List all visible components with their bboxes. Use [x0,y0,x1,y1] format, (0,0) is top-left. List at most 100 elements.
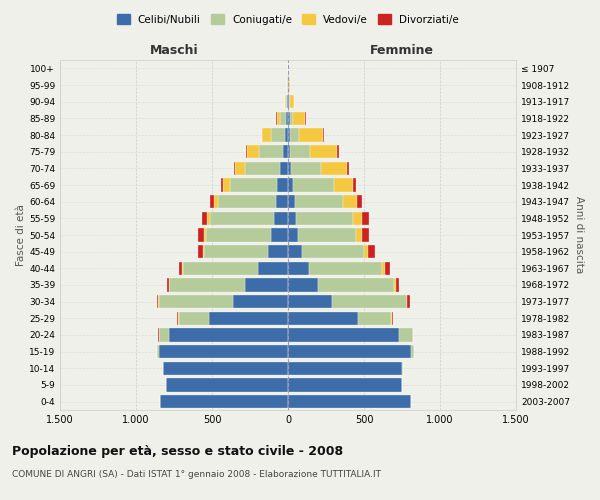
Bar [277,178,288,192]
Bar [233,295,288,308]
Bar [159,328,169,342]
Bar [362,212,368,225]
Y-axis label: Anni di nascita: Anni di nascita [574,196,584,274]
Legend: Celibi/Nubili, Coniugati/e, Vedovi/e, Divorziati/e: Celibi/Nubili, Coniugati/e, Vedovi/e, Di… [113,10,463,29]
Bar [288,128,290,141]
Bar [166,378,288,392]
Bar [356,228,362,241]
Bar [392,312,393,325]
Bar [230,178,277,192]
Bar [385,262,390,275]
Bar [288,162,291,175]
Bar [288,145,290,158]
Bar [288,178,293,192]
Bar [353,178,356,192]
Y-axis label: Fasce di età: Fasce di età [16,204,26,266]
Bar [402,362,403,375]
Text: Popolazione per età, sesso e stato civile - 2008: Popolazione per età, sesso e stato civil… [12,445,343,458]
Bar [288,195,295,208]
Bar [206,228,271,241]
Bar [233,162,235,175]
Bar [290,145,310,158]
Bar [203,228,206,241]
Bar [159,345,288,358]
Bar [167,278,169,291]
Bar [289,78,290,92]
Bar [290,128,299,141]
Bar [337,145,338,158]
Bar [296,212,353,225]
Bar [271,228,288,241]
Bar [290,95,294,108]
Bar [302,245,364,258]
Bar [290,112,293,125]
Bar [310,145,337,158]
Bar [214,195,218,208]
Bar [288,95,289,108]
Bar [295,195,343,208]
Bar [235,162,245,175]
Bar [245,162,280,175]
Bar [160,395,288,408]
Text: Femmine: Femmine [370,44,434,57]
Bar [276,195,288,208]
Bar [364,245,368,258]
Bar [298,228,356,241]
Bar [368,245,374,258]
Bar [289,95,290,108]
Bar [332,295,407,308]
Bar [293,112,305,125]
Bar [210,195,214,208]
Bar [280,112,286,125]
Bar [357,195,362,208]
Bar [288,112,290,125]
Bar [343,195,357,208]
Bar [309,262,382,275]
Bar [209,312,288,325]
Bar [257,262,288,275]
Bar [394,278,395,291]
Bar [334,178,353,192]
Bar [183,262,257,275]
Bar [205,245,268,258]
Bar [218,195,276,208]
Bar [211,212,274,225]
Bar [299,128,323,141]
Bar [382,262,385,275]
Bar [182,262,183,275]
Bar [291,162,322,175]
Bar [288,228,298,241]
Bar [199,228,203,241]
Bar [287,95,288,108]
Bar [358,312,391,325]
Bar [223,178,230,192]
Bar [179,312,209,325]
Bar [283,145,288,158]
Bar [288,328,399,342]
Bar [288,345,411,358]
Bar [221,178,223,192]
Bar [259,145,283,158]
Bar [322,162,347,175]
Bar [262,128,271,141]
Bar [179,262,182,275]
Bar [247,145,259,158]
Bar [157,295,158,308]
Bar [284,95,286,108]
Bar [280,162,288,175]
Bar [157,345,159,358]
Bar [288,262,309,275]
Bar [293,178,334,192]
Bar [274,212,288,225]
Bar [285,128,288,141]
Bar [202,212,208,225]
Bar [288,278,319,291]
Bar [319,278,394,291]
Bar [245,278,288,291]
Text: Maschi: Maschi [149,44,199,57]
Bar [407,295,410,308]
Bar [199,245,203,258]
Bar [169,278,245,291]
Bar [169,328,288,342]
Bar [288,378,402,392]
